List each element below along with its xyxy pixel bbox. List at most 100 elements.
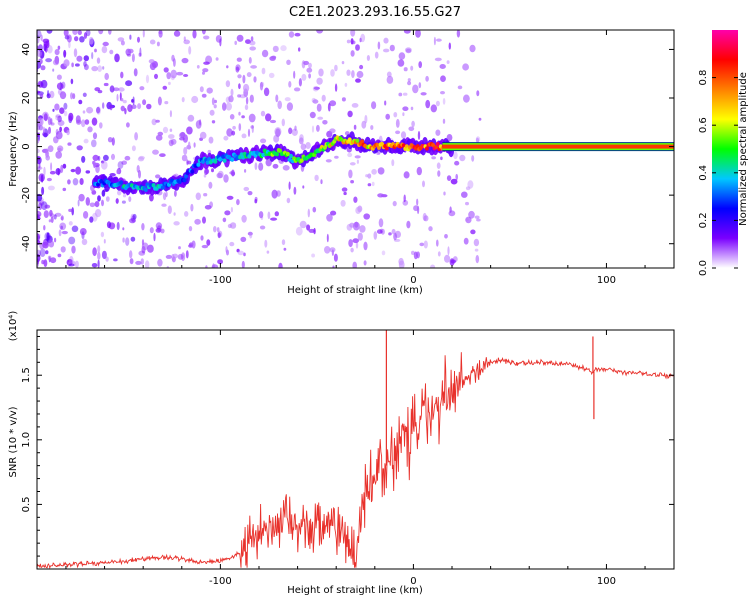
noise-blob bbox=[355, 241, 359, 249]
noise-blob bbox=[58, 229, 62, 237]
noise-blob bbox=[188, 46, 192, 55]
colorbar-tick-label: 0.2 bbox=[698, 212, 709, 228]
noise-blob bbox=[225, 80, 231, 88]
noise-blob bbox=[120, 98, 124, 102]
noise-blob bbox=[444, 254, 451, 263]
noise-blob bbox=[121, 200, 126, 204]
noise-blob bbox=[104, 72, 109, 81]
noise-blob bbox=[138, 250, 146, 256]
noise-blob bbox=[471, 155, 475, 162]
noise-blob bbox=[202, 71, 205, 75]
noise-blob bbox=[126, 122, 130, 128]
noise-blob bbox=[163, 67, 169, 73]
noise-blob bbox=[112, 87, 120, 92]
noise-blob bbox=[89, 216, 94, 223]
noise-blob bbox=[226, 195, 234, 200]
noise-blob bbox=[478, 117, 482, 121]
noise-blob bbox=[176, 71, 184, 76]
noise-blob bbox=[418, 61, 423, 69]
noise-blob bbox=[39, 93, 44, 99]
noise-blob bbox=[68, 221, 73, 226]
noise-blob bbox=[47, 185, 55, 191]
noise-blob bbox=[334, 64, 338, 72]
noise-blob bbox=[62, 187, 67, 192]
noise-blob bbox=[298, 78, 302, 87]
noise-blob bbox=[202, 68, 209, 73]
noise-blob bbox=[359, 225, 366, 233]
noise-blob bbox=[211, 120, 216, 124]
noise-blob bbox=[116, 221, 120, 231]
noise-blob bbox=[37, 166, 41, 171]
noise-blob bbox=[244, 169, 247, 173]
noise-blob bbox=[354, 155, 361, 159]
noise-blob bbox=[249, 46, 256, 51]
noise-blob bbox=[96, 106, 101, 114]
noise-blob bbox=[63, 30, 69, 37]
noise-blob bbox=[215, 35, 222, 43]
noise-blob bbox=[149, 227, 154, 234]
noise-blob bbox=[311, 97, 316, 103]
noise-blob bbox=[202, 216, 206, 224]
snr-line bbox=[37, 352, 674, 569]
noise-blob bbox=[37, 159, 41, 165]
noise-blob bbox=[63, 110, 68, 117]
noise-blob bbox=[215, 57, 219, 61]
noise-blob bbox=[168, 134, 175, 139]
x-tick-label: -100 bbox=[209, 275, 232, 286]
noise-blob bbox=[462, 63, 469, 71]
noise-blob bbox=[170, 69, 177, 79]
noise-blob bbox=[247, 128, 251, 137]
noise-blob bbox=[201, 244, 209, 249]
noise-blob bbox=[125, 80, 133, 87]
noise-blob bbox=[302, 185, 305, 189]
noise-blob bbox=[442, 98, 446, 105]
noise-blob bbox=[291, 128, 298, 136]
noise-blob bbox=[238, 123, 242, 132]
noise-blob bbox=[411, 250, 415, 255]
noise-blob bbox=[181, 97, 185, 103]
noise-blob bbox=[422, 212, 427, 222]
noise-blob bbox=[37, 249, 41, 258]
noise-blob bbox=[84, 119, 90, 125]
noise-blob bbox=[45, 58, 52, 63]
noise-blob bbox=[94, 87, 101, 92]
noise-blob bbox=[60, 246, 66, 253]
noise-blob bbox=[70, 168, 76, 173]
noise-blob bbox=[268, 72, 275, 79]
noise-blob bbox=[313, 86, 320, 90]
noise-blob bbox=[431, 156, 436, 160]
noise-blob bbox=[316, 124, 320, 132]
noise-blob bbox=[155, 119, 160, 123]
noise-blob bbox=[398, 52, 406, 60]
noise-blob bbox=[149, 194, 154, 202]
noise-blob bbox=[157, 131, 164, 136]
noise-blob bbox=[93, 160, 96, 169]
noise-blob bbox=[97, 195, 101, 202]
noise-blob bbox=[184, 134, 188, 140]
noise-blob bbox=[205, 168, 210, 175]
noise-blob bbox=[288, 31, 295, 38]
ridge-core bbox=[160, 185, 165, 190]
noise-blob bbox=[37, 148, 40, 154]
noise-blob bbox=[49, 209, 53, 217]
noise-blob bbox=[446, 60, 450, 64]
noise-blob bbox=[146, 103, 152, 110]
noise-blob bbox=[356, 70, 364, 79]
noise-blob bbox=[61, 81, 66, 89]
noise-blob bbox=[258, 162, 264, 171]
noise-blob bbox=[341, 61, 345, 65]
noise-blob bbox=[151, 118, 157, 126]
noise-blob bbox=[352, 221, 360, 231]
noise-blob bbox=[68, 263, 75, 267]
noise-blob bbox=[288, 127, 293, 135]
noise-blob bbox=[216, 172, 223, 179]
noise-blob bbox=[141, 239, 145, 246]
noise-blob bbox=[365, 174, 369, 178]
noise-blob bbox=[211, 168, 214, 173]
noise-blob bbox=[236, 34, 244, 42]
noise-blob bbox=[261, 49, 269, 58]
noise-blob bbox=[230, 206, 233, 213]
noise-blob bbox=[120, 105, 126, 112]
noise-blob bbox=[271, 55, 277, 59]
noise-blob bbox=[350, 50, 355, 57]
